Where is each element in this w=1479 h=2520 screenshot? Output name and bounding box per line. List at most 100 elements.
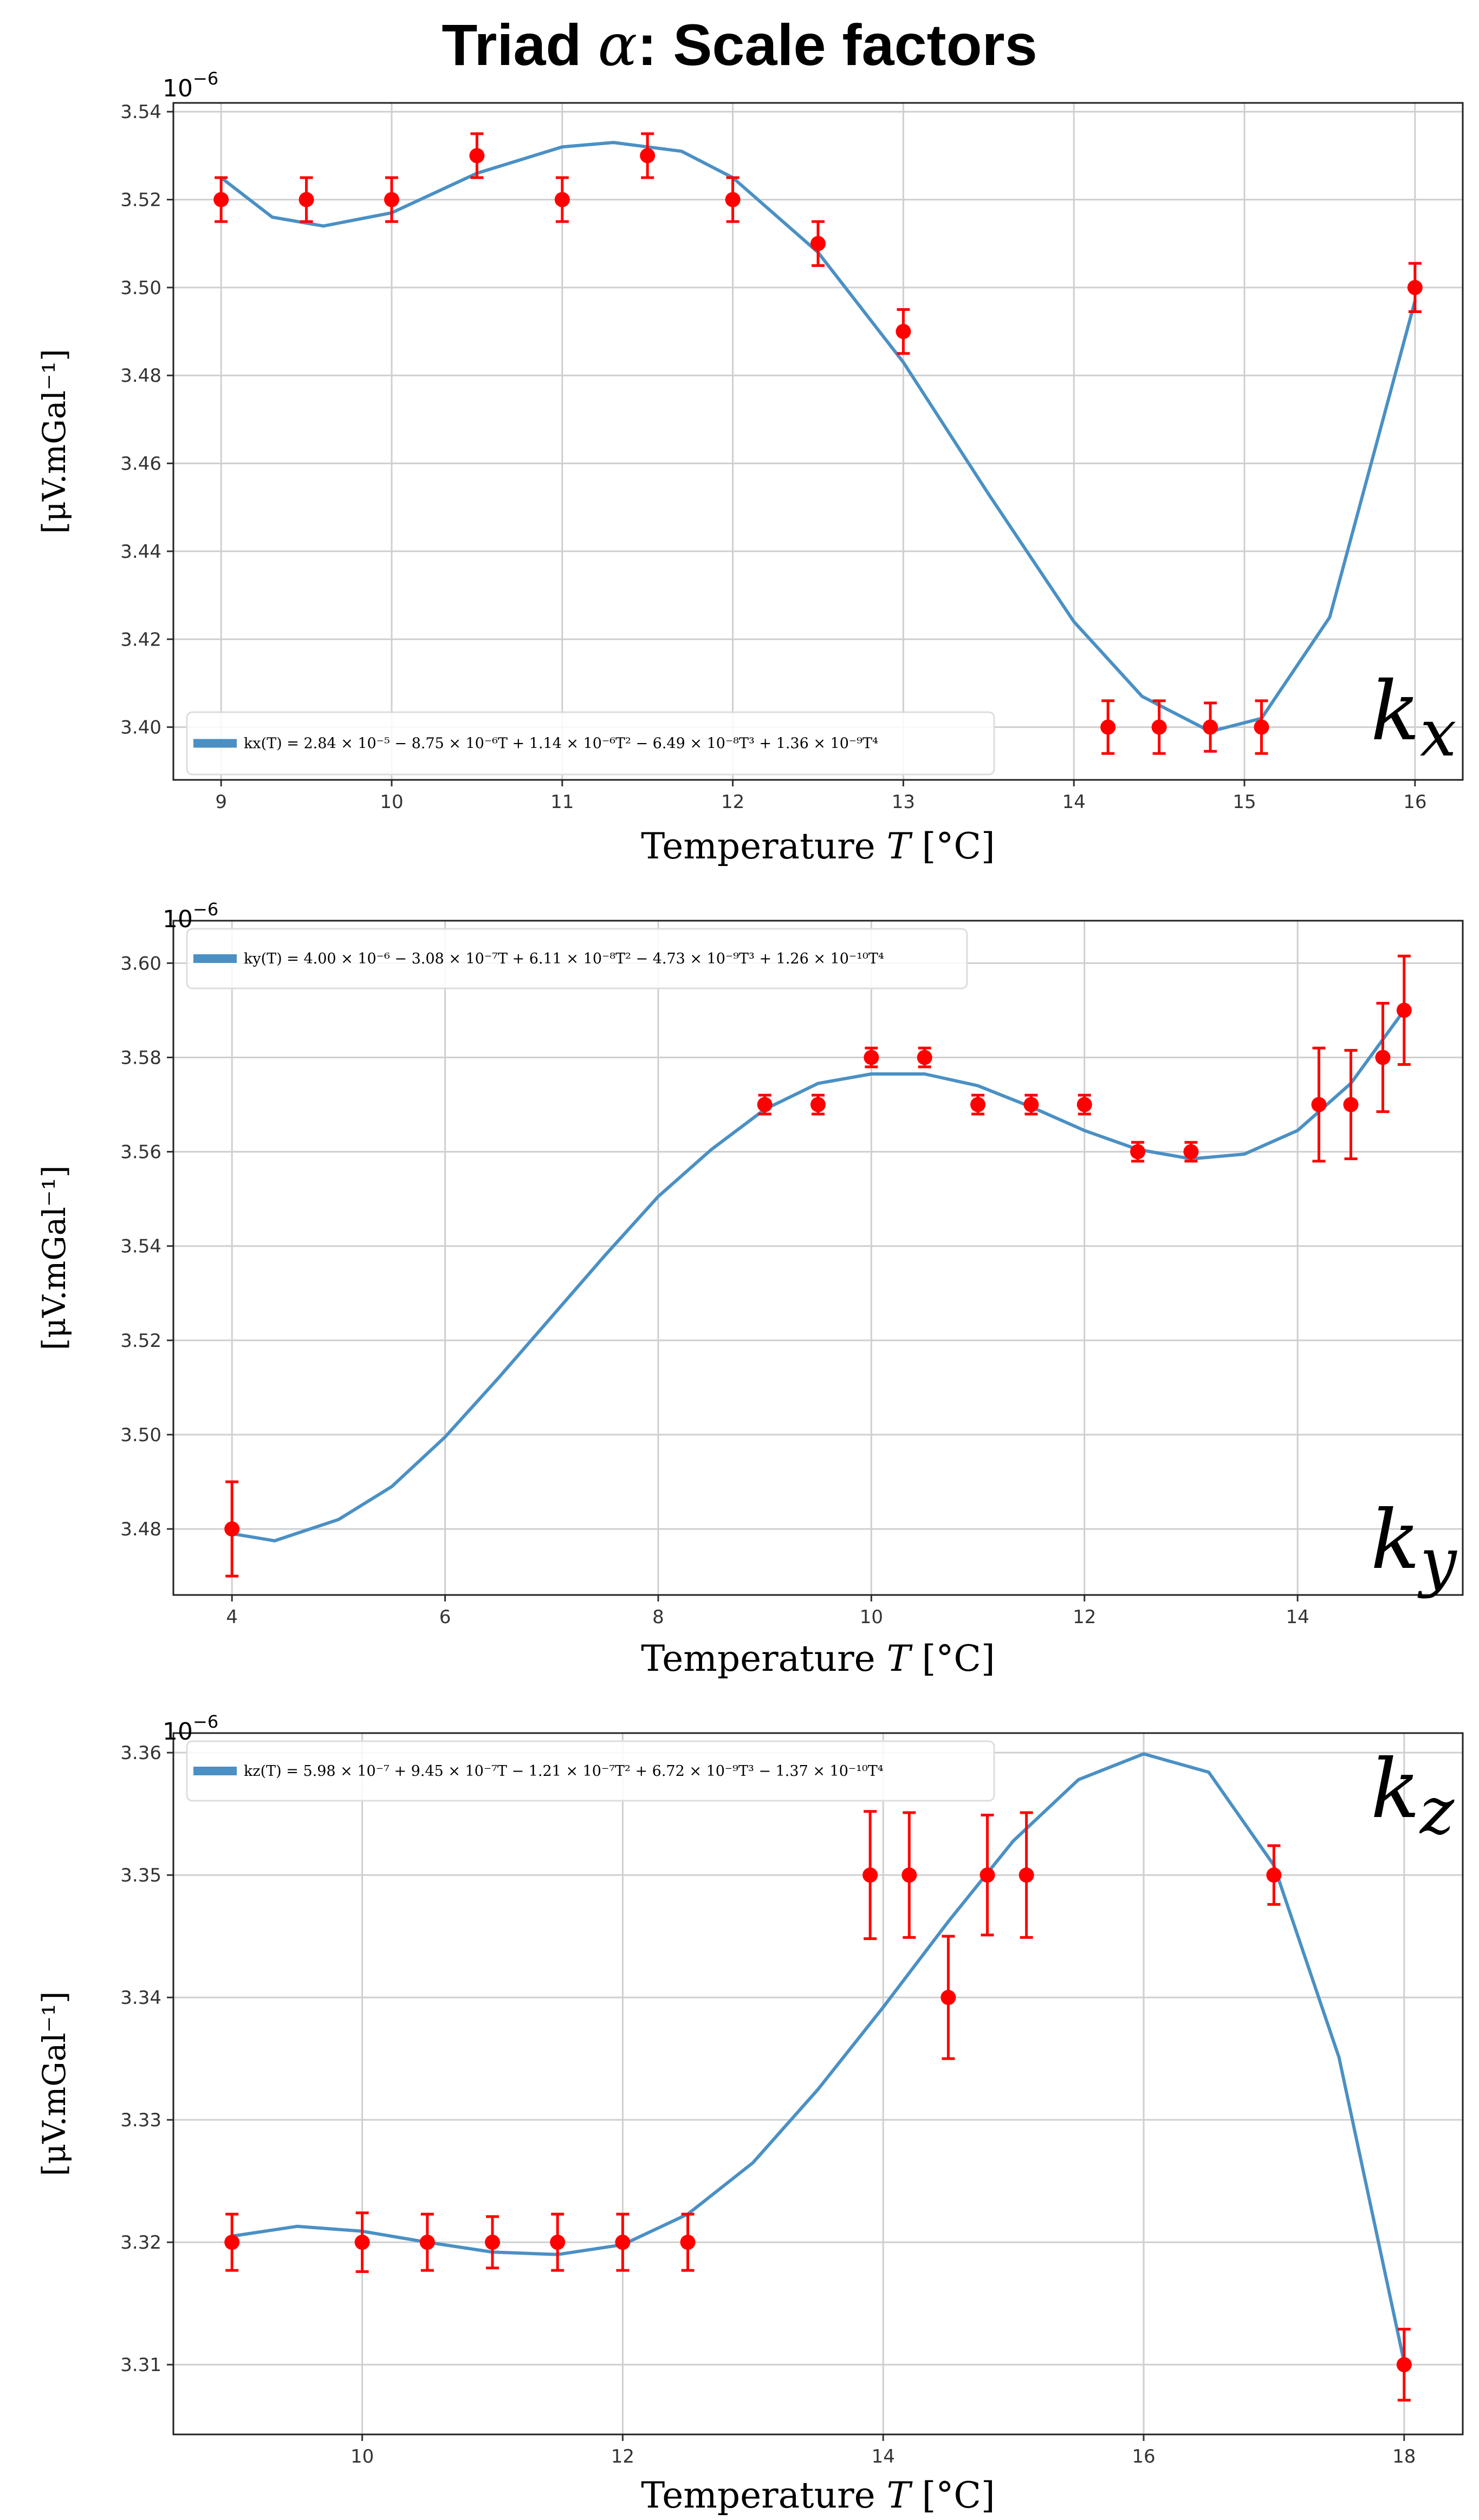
y-tick-label: 3.50 [120, 277, 161, 299]
data-point [1183, 1144, 1199, 1160]
data-point [1396, 2357, 1412, 2373]
x-tick-label: 8 [652, 1606, 664, 1628]
legend-swatch [193, 739, 237, 748]
axis-multiplier: 10−6 [163, 68, 218, 102]
data-point [810, 236, 826, 251]
panel-label: kz [1371, 1742, 1455, 1849]
x-axis-label-variable: T [887, 1638, 913, 1679]
legend: kz(T) = 5.98 × 10⁻⁷ + 9.45 × 10⁻⁷T − 1.2… [186, 1740, 995, 1802]
plot-frame [172, 1732, 1464, 2436]
grid-lines [173, 103, 1463, 780]
legend-box [186, 1740, 995, 1802]
panel-label: kx [1371, 665, 1457, 771]
data-point [554, 192, 570, 207]
data-point [810, 1097, 826, 1112]
x-tick-label: 12 [1073, 1606, 1096, 1628]
plot-frame [172, 920, 1464, 1596]
title-prefix: Triad [442, 12, 598, 77]
y-axis: 3.31 3.32 3.33 3.34 3.35 3.36 [120, 1742, 173, 2376]
panel-label-subscript: x [1420, 696, 1457, 771]
x-axis-label-variable: T [887, 825, 913, 867]
y-tick-label: 3.32 [120, 2232, 161, 2254]
x-axis-label: Temperature T [°C] [641, 2475, 995, 2516]
measurement-series [213, 132, 1423, 755]
y-tick-label: 3.36 [120, 1742, 161, 1764]
x-axis-label: Temperature T [°C] [641, 1638, 995, 1679]
data-point [1203, 719, 1218, 735]
y-tick-label: 3.58 [120, 1047, 161, 1069]
figure-title: Triad α: Scale factors [0, 11, 1479, 79]
y-axis-label: [μV.mGal⁻¹] [36, 1991, 73, 2176]
data-point [299, 192, 314, 207]
y-tick-label: 3.48 [120, 365, 161, 387]
multiplier-base: 10 [163, 1718, 193, 1746]
data-point [1254, 719, 1269, 735]
data-point [901, 1867, 917, 1883]
data-point [224, 1521, 240, 1537]
y-tick-label: 3.33 [120, 2109, 161, 2131]
y-tick-label: 3.54 [120, 1236, 161, 1258]
legend-label: kz(T) = 5.98 × 10⁻⁷ + 9.45 × 10⁻⁷T − 1.2… [244, 1763, 884, 1780]
grid-lines [173, 1733, 1463, 2434]
data-point [1130, 1144, 1146, 1160]
data-point [384, 192, 399, 207]
data-point [979, 1867, 995, 1883]
data-point [1266, 1867, 1282, 1883]
data-point [1019, 1867, 1034, 1883]
data-point [896, 324, 911, 340]
x-tick-label: 18 [1392, 2446, 1416, 2467]
data-point [725, 192, 741, 207]
legend-box [186, 928, 968, 989]
y-tick-label: 3.44 [120, 541, 161, 563]
y-axis-label: [μV.mGal⁻¹] [36, 349, 73, 533]
data-point [1311, 1097, 1327, 1112]
data-point [1396, 1002, 1412, 1018]
x-tick-label: 12 [611, 2446, 634, 2467]
x-axis-label: Temperature T [°C] [641, 825, 995, 867]
title-symbol: α [598, 11, 638, 79]
plot-area [173, 921, 1463, 1595]
x-axis-label-unit: [°C] [911, 2475, 995, 2516]
y-axis: 3.40 3.42 3.44 3.46 3.48 3.50 3.52 3.54 [120, 101, 173, 739]
plot-area [173, 103, 1463, 780]
x-axis: 10 12 14 16 18 [351, 2434, 1416, 2467]
x-axis-label-unit: [°C] [911, 1638, 995, 1679]
x-tick-label: 13 [892, 791, 915, 813]
legend-label: kx(T) = 2.84 × 10⁻⁵ − 8.75 × 10⁻⁶T + 1.1… [244, 735, 878, 752]
panel-label-subscript: y [1417, 1525, 1458, 1600]
x-axis: 9 10 11 12 13 14 15 16 [215, 780, 1426, 813]
y-tick-label: 3.52 [120, 1330, 161, 1352]
data-point [1375, 1050, 1391, 1065]
plot-area [173, 1733, 1463, 2434]
x-tick-label: 14 [872, 2446, 895, 2467]
data-point [419, 2235, 435, 2250]
x-axis-label-text: Temperature [641, 2475, 886, 2516]
panel-kz-chart: 10 12 14 16 18 3.31 3.32 3.33 3.34 3.35 3.36 kz(T) … [36, 1711, 1464, 2516]
panel-label-base: k [1371, 1742, 1420, 1837]
multiplier-exponent: −6 [193, 899, 218, 920]
data-point [1343, 1097, 1359, 1112]
x-axis-label-text: Temperature [641, 1638, 886, 1679]
data-point [1151, 719, 1167, 735]
x-tick-label: 11 [550, 791, 574, 813]
data-point [213, 192, 229, 207]
data-point [1023, 1097, 1039, 1112]
legend: kx(T) = 2.84 × 10⁻⁵ − 8.75 × 10⁻⁶T + 1.1… [186, 711, 995, 776]
x-tick-label: 15 [1232, 791, 1256, 813]
legend: ky(T) = 4.00 × 10⁻⁶ − 3.08 × 10⁻⁷T + 6.1… [186, 928, 968, 989]
plot-frame [172, 102, 1464, 781]
data-point [680, 2235, 696, 2250]
x-tick-label: 6 [439, 1606, 451, 1628]
x-tick-label: 4 [226, 1606, 238, 1628]
x-tick-label: 10 [351, 2446, 374, 2467]
y-tick-label: 3.52 [120, 190, 161, 211]
y-tick-label: 3.40 [120, 717, 161, 739]
data-point [1076, 1097, 1092, 1112]
x-tick-label: 14 [1062, 791, 1086, 813]
y-tick-label: 3.48 [120, 1519, 161, 1540]
x-tick-label: 10 [860, 1606, 883, 1628]
x-axis-label-variable: T [887, 2475, 913, 2516]
x-tick-label: 9 [215, 791, 227, 813]
data-point [469, 148, 485, 164]
y-axis-label: [μV.mGal⁻¹] [36, 1165, 73, 1350]
